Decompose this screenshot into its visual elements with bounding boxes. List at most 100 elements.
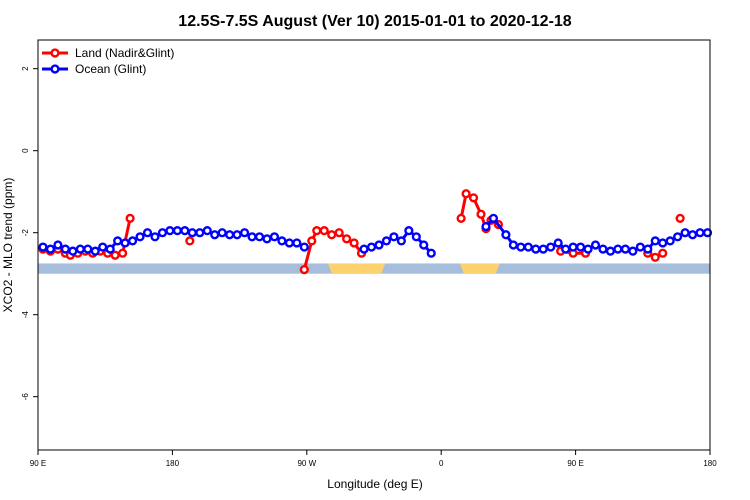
- data-point: [262, 234, 272, 244]
- data-point: [374, 240, 384, 250]
- land-band-segment: [459, 263, 500, 274]
- data-point: [635, 242, 645, 252]
- data-point: [404, 226, 414, 236]
- data-point: [590, 240, 601, 250]
- data-point: [702, 228, 713, 238]
- x-tick-label: 180: [703, 459, 717, 468]
- data-point: [675, 213, 685, 223]
- data-point: [695, 228, 705, 238]
- data-point: [605, 246, 616, 256]
- x-axis: 90 E 180 90 W 0 90 E 180: [30, 450, 717, 468]
- data-point: [334, 228, 344, 238]
- y-tick-label: 2: [21, 66, 30, 71]
- data-point: [680, 228, 690, 238]
- surface-band: [38, 263, 710, 274]
- data-point: [202, 226, 212, 236]
- y-tick-label: 0: [21, 148, 30, 153]
- series-layer: [38, 189, 713, 275]
- legend-marker: [50, 64, 60, 74]
- data-point: [583, 244, 593, 254]
- y-tick-label: -4: [21, 311, 30, 319]
- data-point: [658, 248, 668, 258]
- data-point: [299, 265, 309, 275]
- data-point: [381, 236, 392, 246]
- data-point: [83, 244, 93, 254]
- data-point: [598, 244, 608, 254]
- x-tick-label: 180: [166, 459, 180, 468]
- legend: Land (Nadir&Glint) Ocean (Glint): [42, 46, 174, 76]
- data-point: [45, 244, 56, 254]
- y-tick-label: -6: [21, 393, 30, 401]
- data-point: [105, 244, 115, 254]
- data-point: [180, 226, 190, 236]
- data-point: [157, 228, 168, 238]
- data-point: [468, 193, 479, 203]
- data-point: [232, 230, 242, 240]
- data-point: [269, 232, 280, 242]
- data-point: [225, 230, 235, 240]
- y-axis: 2 0 -2 -4 -6: [21, 66, 38, 400]
- data-point: [461, 189, 471, 199]
- data-point: [426, 248, 436, 258]
- data-point: [523, 242, 533, 252]
- data-point: [481, 221, 491, 232]
- data-point: [312, 226, 322, 236]
- data-point: [75, 244, 85, 254]
- data-point: [210, 230, 220, 240]
- data-point: [319, 226, 329, 236]
- data-point: [650, 236, 660, 246]
- data-point: [561, 244, 571, 254]
- data-point: [546, 242, 556, 252]
- data-point: [396, 236, 406, 246]
- data-point: [299, 242, 309, 252]
- data-point: [508, 240, 518, 250]
- data-point: [553, 238, 563, 248]
- data-point: [38, 242, 48, 252]
- data-point: [307, 236, 317, 246]
- data-point: [568, 242, 578, 252]
- data-point: [217, 228, 227, 238]
- legend-label: Ocean (Glint): [75, 62, 146, 76]
- data-point: [349, 238, 359, 248]
- data-point: [488, 213, 499, 223]
- data-point: [411, 232, 421, 242]
- data-point: [687, 230, 698, 240]
- data-point: [366, 242, 377, 252]
- data-point: [120, 238, 130, 248]
- y-tick-label: -2: [21, 229, 30, 237]
- data-point: [613, 244, 623, 254]
- plot-frame: [37, 39, 711, 451]
- data-point: [620, 244, 630, 254]
- data-point: [113, 236, 123, 246]
- data-point: [53, 240, 63, 250]
- data-point: [60, 244, 70, 254]
- data-point: [185, 236, 195, 246]
- data-point: [247, 232, 257, 242]
- data-point: [165, 226, 175, 236]
- data-point: [127, 236, 138, 246]
- data-point: [68, 246, 78, 256]
- data-point: [476, 209, 486, 219]
- data-point: [501, 230, 511, 240]
- data-point: [658, 238, 668, 248]
- data-point: [90, 246, 100, 256]
- land-band-segment: [327, 263, 386, 274]
- data-point: [172, 226, 182, 236]
- data-point: [359, 244, 369, 254]
- data-point: [142, 228, 153, 238]
- data-point: [239, 228, 250, 238]
- x-axis-label: Longitude (deg E): [327, 477, 422, 491]
- data-point: [118, 248, 128, 258]
- data-point: [643, 244, 653, 254]
- data-point: [125, 213, 135, 223]
- legend-marker: [50, 48, 60, 58]
- data-point: [135, 232, 145, 242]
- legend-label: Land (Nadir&Glint): [75, 46, 174, 60]
- data-point: [284, 238, 294, 248]
- data-point: [254, 232, 265, 242]
- y-axis-label: XCO2 - MLO trend (ppm): [1, 178, 15, 313]
- data-point: [456, 213, 466, 223]
- data-point: [628, 246, 638, 256]
- x-tick-label: 0: [439, 459, 444, 468]
